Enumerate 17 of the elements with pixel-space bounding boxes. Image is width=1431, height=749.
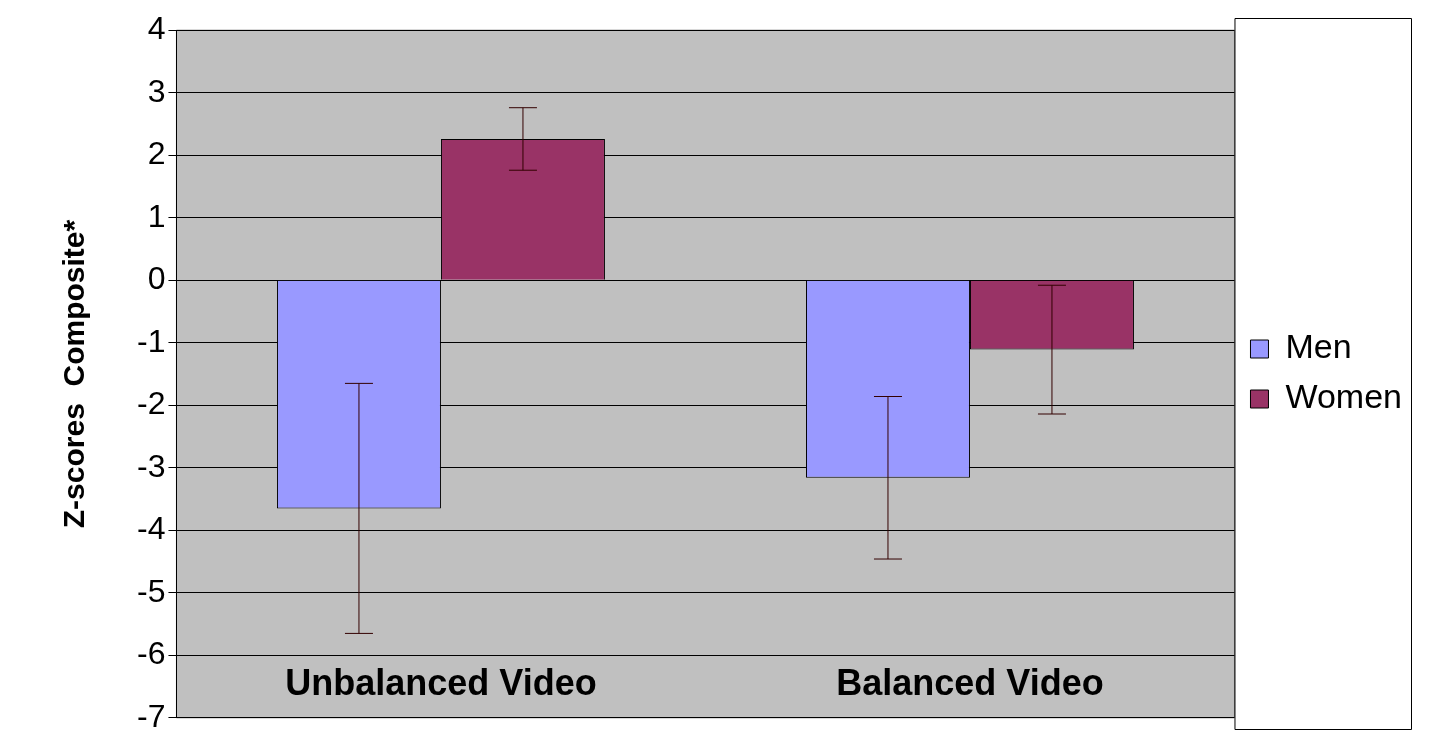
y-tick-label: 4 — [147, 10, 166, 47]
y-tick-label: -7 — [137, 697, 166, 734]
y-tick-label: 0 — [147, 260, 166, 297]
y-axis-title: Z-scores Composite* — [57, 219, 91, 529]
y-tick-label: -5 — [137, 572, 166, 609]
y-tick-label: -2 — [137, 385, 166, 422]
legend-label: Women — [1285, 377, 1402, 416]
y-tick-label: 3 — [147, 72, 166, 109]
y-tick-label: -3 — [137, 447, 166, 484]
x-tick-label: Unbalanced Video — [285, 662, 597, 704]
y-tick-label: -6 — [137, 635, 166, 672]
legend-label: Men — [1285, 327, 1352, 366]
y-tick-label: 2 — [147, 135, 166, 172]
y-tick-label: -1 — [137, 322, 166, 359]
x-tick-label: Balanced Video — [836, 662, 1104, 704]
y-tick-label: 1 — [147, 197, 166, 234]
y-tick-label: -4 — [137, 510, 166, 547]
